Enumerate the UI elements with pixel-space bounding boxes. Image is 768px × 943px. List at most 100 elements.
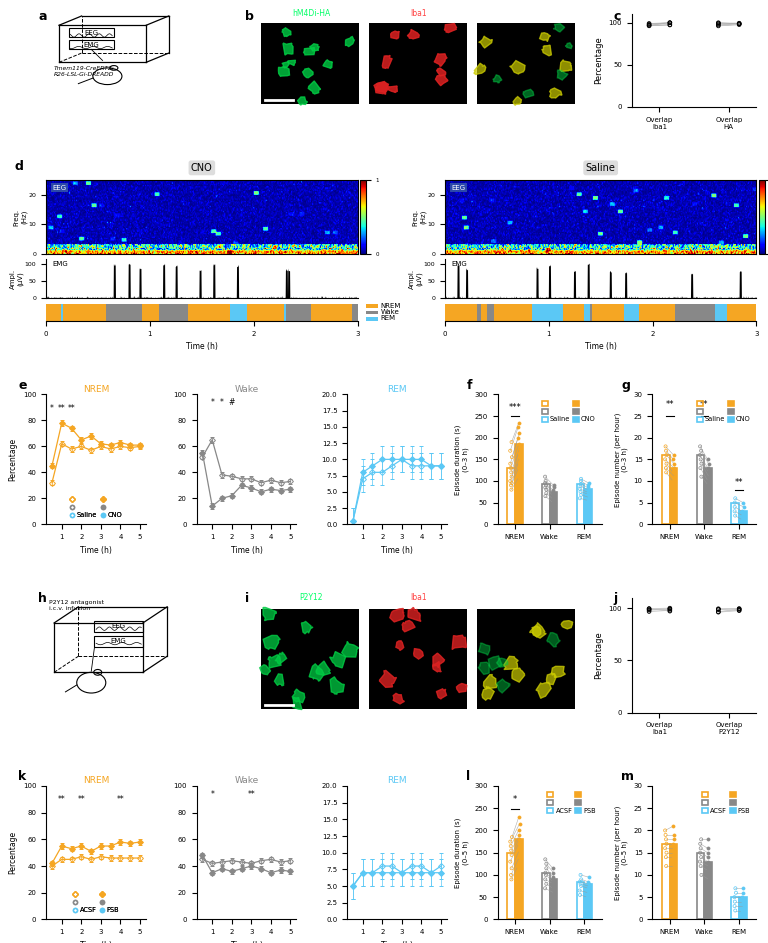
Bar	[255, 304, 256, 322]
Bar	[82, 304, 84, 322]
Bar	[448, 304, 449, 322]
Polygon shape	[342, 641, 359, 657]
Bar	[168, 304, 169, 322]
Bar	[515, 444, 522, 524]
Bar	[452, 304, 454, 322]
Bar	[601, 304, 602, 322]
Point	[694, 858, 707, 873]
Point	[512, 809, 525, 824]
Bar	[71, 304, 72, 322]
Bar	[638, 304, 639, 322]
Bar	[645, 304, 646, 322]
Bar	[88, 304, 90, 322]
Bar	[702, 304, 703, 322]
Bar	[487, 304, 488, 322]
Point	[575, 472, 588, 487]
Bar	[463, 304, 464, 322]
Point	[547, 485, 559, 500]
Point	[581, 889, 594, 904]
Point	[695, 850, 707, 865]
Bar	[543, 304, 544, 322]
Point	[574, 876, 587, 891]
Bar	[345, 304, 346, 322]
Bar	[159, 304, 160, 322]
Bar	[60, 304, 61, 322]
Polygon shape	[561, 620, 573, 629]
Bar	[222, 304, 223, 322]
Bar	[662, 844, 670, 919]
Point	[668, 469, 680, 484]
Bar	[654, 304, 655, 322]
Bar	[509, 304, 510, 322]
Bar	[239, 304, 240, 322]
Bar	[611, 304, 612, 322]
Bar	[259, 304, 260, 322]
Bar	[557, 304, 558, 322]
Point	[659, 823, 671, 838]
Bar	[592, 304, 594, 322]
Bar	[47, 304, 48, 322]
Bar	[154, 304, 155, 322]
Bar	[612, 304, 614, 322]
Bar	[484, 304, 485, 322]
Bar	[743, 304, 744, 322]
Bar	[657, 304, 658, 322]
Bar	[720, 304, 721, 322]
Point	[513, 469, 525, 484]
Point	[547, 861, 559, 876]
Bar	[204, 304, 205, 322]
Bar	[66, 304, 67, 322]
Bar	[160, 304, 161, 322]
Bar	[694, 304, 695, 322]
Bar	[667, 304, 668, 322]
Bar	[495, 304, 496, 322]
Point	[548, 488, 560, 504]
Polygon shape	[375, 81, 389, 92]
Bar	[216, 304, 217, 322]
Y-axis label: Freq.
(Hz): Freq. (Hz)	[412, 208, 426, 225]
Point	[736, 504, 748, 519]
Bar	[711, 304, 712, 322]
Bar	[559, 304, 561, 322]
Point	[736, 889, 748, 904]
Polygon shape	[434, 54, 447, 66]
Polygon shape	[474, 63, 486, 74]
Polygon shape	[532, 626, 541, 637]
FancyBboxPatch shape	[366, 317, 379, 321]
Bar	[542, 304, 543, 322]
Point	[643, 18, 655, 33]
Bar	[625, 304, 626, 322]
Bar	[718, 304, 719, 322]
Point	[505, 460, 517, 475]
Bar	[729, 304, 730, 322]
Bar	[261, 304, 262, 322]
Point	[702, 478, 714, 493]
Bar	[621, 304, 622, 322]
Bar	[238, 304, 239, 322]
Bar	[298, 304, 299, 322]
Polygon shape	[329, 652, 346, 668]
Point	[643, 601, 655, 616]
Bar	[84, 304, 85, 322]
Bar	[287, 304, 288, 322]
Point	[728, 889, 740, 904]
Point	[703, 872, 715, 887]
Bar	[77, 304, 78, 322]
Bar	[635, 304, 636, 322]
Bar	[485, 304, 487, 322]
Text: Iba1: Iba1	[410, 593, 427, 603]
Bar	[330, 304, 331, 322]
Bar	[627, 304, 628, 322]
Bar	[109, 304, 111, 322]
Bar	[112, 304, 113, 322]
Bar	[747, 304, 748, 322]
Polygon shape	[274, 674, 283, 686]
Bar	[65, 304, 66, 322]
Bar	[318, 304, 319, 322]
Bar	[716, 304, 717, 322]
Point	[512, 437, 525, 452]
Bar	[100, 304, 101, 322]
Bar	[686, 304, 687, 322]
Bar	[213, 304, 214, 322]
Bar	[119, 304, 120, 322]
